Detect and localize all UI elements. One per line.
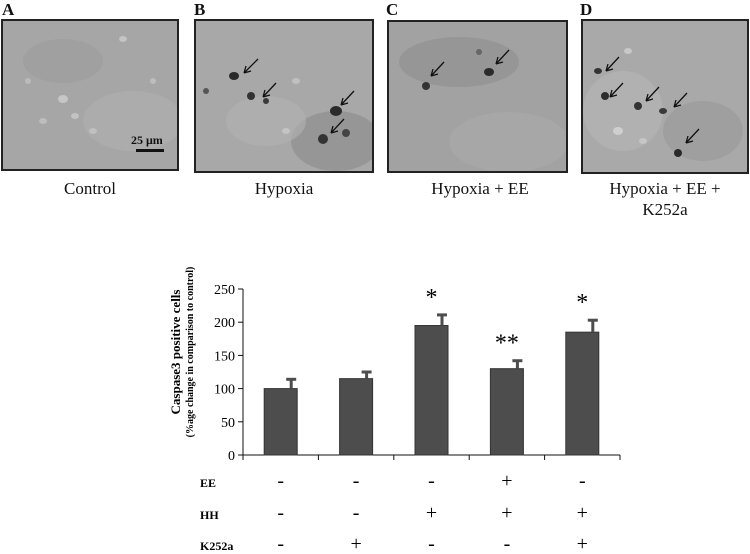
condition-sign: +: [577, 533, 588, 554]
condition-sign: -: [277, 533, 284, 554]
condition-sign: +: [350, 533, 361, 554]
panel-letter-a: A: [2, 0, 15, 19]
bar: [339, 378, 374, 456]
micrograph-b-texture: [196, 21, 372, 171]
y-tick-label: 50: [221, 416, 235, 431]
micrograph-b: [194, 19, 374, 173]
y-axis-label: Caspase3 positive cells: [168, 290, 183, 415]
micrograph-d: [581, 19, 749, 174]
condition-sign: +: [577, 502, 588, 524]
bar: [263, 388, 298, 456]
significance-marker: *: [576, 290, 588, 316]
y-tick-label: 250: [214, 283, 235, 298]
condition-sign: -: [277, 502, 284, 524]
caption-hypoxia-ee-k252a-line2: K252a: [642, 200, 688, 219]
bar: [489, 368, 524, 456]
micrograph-a: 25 μm: [1, 19, 179, 171]
condition-sign: +: [426, 502, 437, 524]
caption-hypoxia: Hypoxia: [254, 179, 314, 198]
condition-sign: -: [579, 470, 586, 492]
y-tick-label: 150: [214, 349, 235, 364]
y-axis-sublabel: (%age change in comparison to control): [185, 267, 196, 438]
bar: [414, 325, 449, 456]
micrograph-c: [387, 20, 568, 173]
micrograph-d-texture: [583, 21, 747, 172]
significance-marker: *: [426, 285, 438, 311]
y-tick-label: 0: [228, 449, 235, 464]
condition-sign: -: [353, 470, 360, 492]
bar: [565, 331, 600, 456]
panel-letter-b: B: [194, 0, 206, 19]
condition-sign: -: [428, 533, 435, 554]
y-tick-label: 100: [214, 383, 235, 398]
scale-bar: [136, 149, 164, 152]
caption-hypoxia-ee: Hypoxia + EE: [431, 179, 529, 198]
panel-letter-c: C: [386, 0, 399, 19]
condition-sign: +: [501, 502, 512, 524]
condition-sign: -: [428, 470, 435, 492]
y-tick-label: 200: [214, 316, 235, 331]
panel-letter-d: D: [580, 0, 593, 19]
condition-sign: +: [501, 470, 512, 492]
micrograph-c-texture: [389, 22, 566, 171]
scale-bar-label: 25 μm: [131, 133, 163, 147]
condition-label: HH: [200, 508, 219, 522]
condition-sign: -: [504, 533, 511, 554]
condition-label: EE: [200, 476, 216, 490]
condition-sign: -: [277, 470, 284, 492]
condition-label: K252a: [200, 539, 233, 553]
condition-sign: -: [353, 502, 360, 524]
micrograph-a-texture: [3, 21, 177, 169]
significance-marker: **: [495, 331, 519, 357]
caption-control: Control: [64, 179, 116, 198]
caption-hypoxia-ee-k252a-line1: Hypoxia + EE +: [609, 179, 721, 198]
